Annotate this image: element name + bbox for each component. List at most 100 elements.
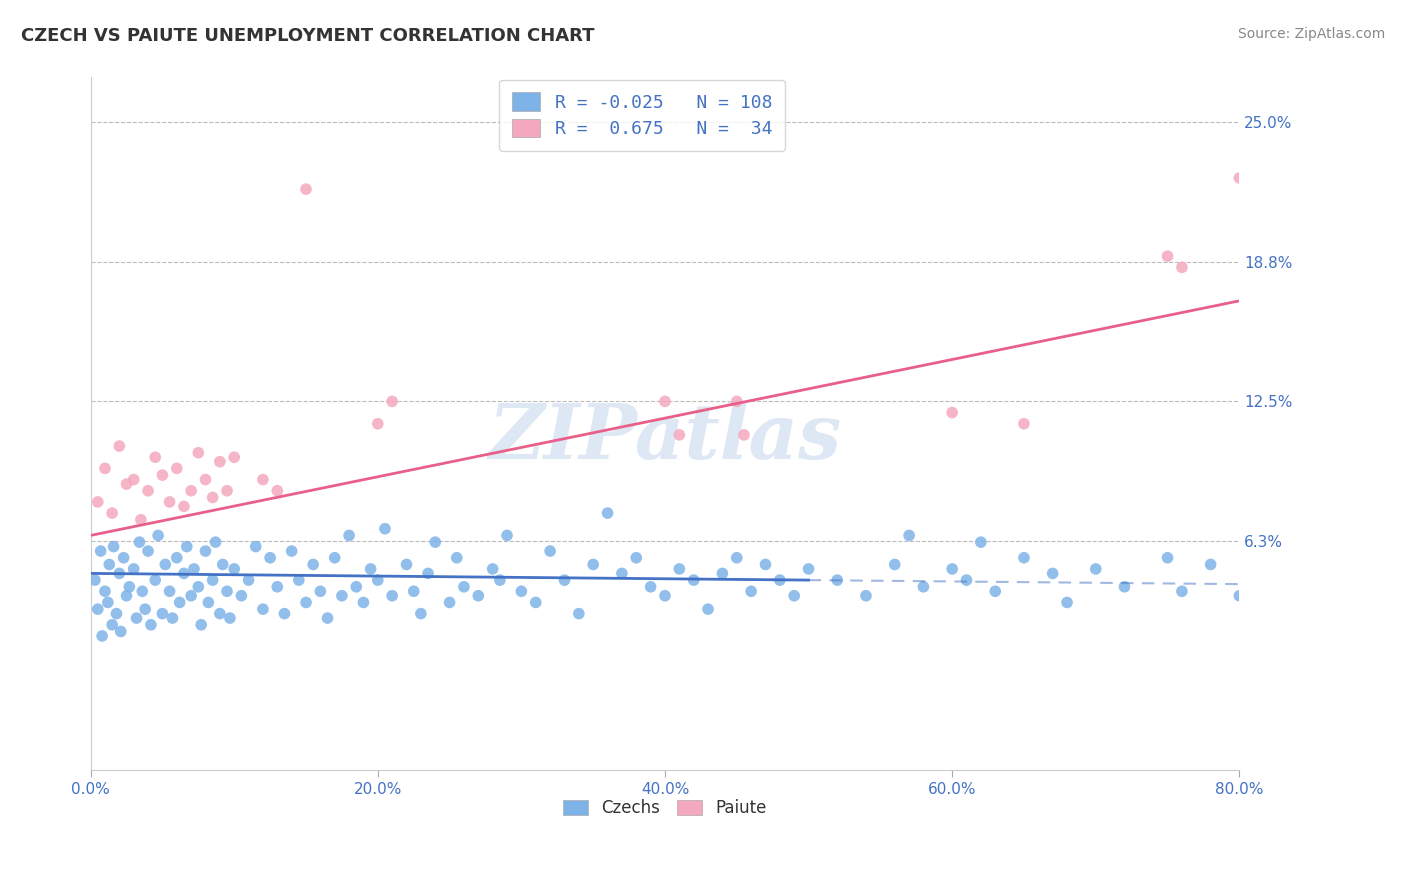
Point (740, 584, 762, 599)
Point (134, 602, 156, 616)
Point (1012, 550, 1035, 565)
Point (143, 573, 166, 587)
Point (1084, 562, 1107, 576)
Point (288, 573, 311, 587)
Point (439, 595, 461, 609)
Point (941, 562, 963, 576)
Point (654, 589, 676, 603)
Text: CZECH VS PAIUTE UNEMPLOYMENT CORRELATION CHART: CZECH VS PAIUTE UNEMPLOYMENT CORRELATION… (21, 27, 595, 45)
Point (1199, 558, 1222, 572)
Point (252, 602, 274, 616)
Point (125, 611, 148, 625)
Point (316, 611, 339, 625)
Point (783, 589, 806, 603)
Point (425, 535, 447, 549)
Point (159, 584, 181, 599)
Point (524, 595, 547, 609)
Point (224, 562, 246, 576)
Point (101, 506, 124, 520)
Point (215, 584, 238, 599)
Point (136, 483, 159, 498)
Point (266, 580, 288, 594)
Point (295, 182, 318, 196)
Point (94, 584, 117, 599)
Point (898, 528, 921, 542)
Point (640, 580, 662, 594)
Point (139, 617, 162, 632)
Point (169, 595, 191, 609)
Point (1114, 580, 1136, 594)
Point (610, 566, 633, 581)
Point (224, 450, 246, 465)
Point (395, 558, 418, 572)
Point (955, 573, 977, 587)
Point (238, 573, 260, 587)
Point (108, 439, 131, 453)
Point (166, 550, 188, 565)
Point (245, 540, 267, 554)
Point (173, 500, 195, 514)
Point (273, 607, 295, 621)
Point (1227, 589, 1250, 603)
Point (1156, 550, 1178, 565)
Point (984, 584, 1007, 599)
Point (259, 550, 281, 565)
Point (162, 611, 184, 625)
Point (155, 558, 177, 572)
Point (219, 611, 242, 625)
Point (252, 473, 274, 487)
Point (596, 506, 619, 520)
Point (101, 617, 124, 632)
Point (136, 544, 159, 558)
Point (330, 589, 353, 603)
Point (143, 450, 166, 465)
Point (302, 558, 325, 572)
Point (654, 394, 676, 409)
Point (553, 573, 575, 587)
Legend: Czechs, Paiute: Czechs, Paiute (557, 793, 773, 824)
Point (201, 573, 224, 587)
Point (180, 483, 202, 498)
Point (110, 624, 132, 639)
Point (152, 607, 174, 621)
Point (970, 535, 993, 549)
Point (105, 607, 128, 621)
Point (295, 595, 318, 609)
Point (128, 535, 150, 549)
Point (122, 562, 145, 576)
Point (166, 461, 188, 475)
Point (409, 607, 432, 621)
Point (115, 589, 138, 603)
Point (152, 468, 174, 483)
Point (769, 573, 792, 587)
Point (754, 558, 776, 572)
Point (481, 562, 503, 576)
Point (725, 550, 748, 565)
Point (187, 580, 209, 594)
Point (118, 580, 141, 594)
Point (159, 495, 181, 509)
Point (84, 573, 107, 587)
Point (208, 455, 231, 469)
Point (883, 558, 905, 572)
Point (194, 544, 217, 558)
Point (280, 544, 302, 558)
Point (1056, 595, 1078, 609)
Point (146, 528, 169, 542)
Point (467, 589, 489, 603)
Point (797, 562, 820, 576)
Point (197, 595, 219, 609)
Point (98, 558, 121, 572)
Point (827, 573, 849, 587)
Point (208, 607, 231, 621)
Point (725, 394, 748, 409)
Point (122, 473, 145, 487)
Point (682, 573, 704, 587)
Text: Source: ZipAtlas.com: Source: ZipAtlas.com (1237, 27, 1385, 41)
Point (381, 394, 404, 409)
Point (131, 584, 153, 599)
Point (231, 589, 253, 603)
Point (183, 562, 205, 576)
Point (115, 477, 138, 491)
Point (187, 446, 209, 460)
